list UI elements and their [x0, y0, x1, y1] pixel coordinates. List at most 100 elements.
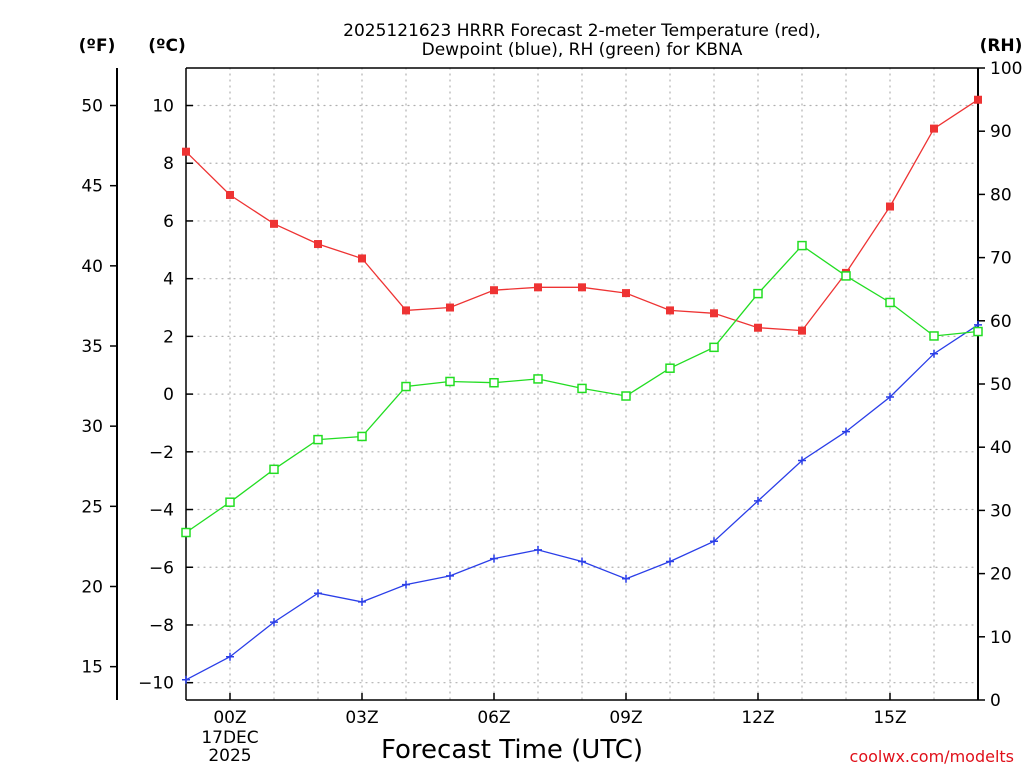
relative-humidity-point — [269, 464, 279, 475]
relative-humidity-point — [973, 326, 983, 337]
data-series — [181, 95, 983, 684]
x-axis-title: Forecast Time (UTC) — [381, 735, 643, 765]
dewpoint-point — [446, 571, 454, 580]
dewpoint-point — [490, 554, 498, 563]
2-meter-temperature-point — [270, 219, 278, 228]
axis-ticks-and-labels: 1086420−2−4−6−8−105045403530252015100908… — [81, 59, 1022, 728]
x-tick-label: 09Z — [609, 708, 642, 728]
dewpoint-point — [754, 496, 762, 505]
2-meter-temperature-point — [182, 147, 190, 156]
relative-humidity-point — [489, 377, 499, 388]
dewpoint-point — [710, 537, 718, 546]
2-meter-temperature-point — [314, 240, 322, 249]
2-meter-temperature-point — [798, 326, 806, 335]
relative-humidity-point — [445, 376, 455, 387]
dewpoint-point — [402, 580, 410, 589]
x-tick-label: 03Z — [345, 708, 378, 728]
celsius-tick-label: 8 — [163, 154, 174, 174]
celsius-tick-label: 2 — [163, 327, 174, 347]
rh-tick-label: 100 — [990, 59, 1022, 79]
relative-humidity-point — [797, 240, 807, 251]
celsius-tick-label: 0 — [163, 385, 174, 405]
celsius-tick-label: 10 — [152, 97, 174, 117]
relative-humidity-point — [225, 497, 235, 507]
celsius-tick-label: 4 — [163, 270, 174, 290]
celsius-unit-label: (ºC) — [148, 36, 186, 56]
x-tick-label: 00Z — [213, 708, 246, 728]
chart-title-line-1: 2025121623 HRRR Forecast 2-meter Tempera… — [343, 21, 821, 41]
2-meter-temperature-point — [402, 306, 410, 315]
rh-tick-label: 20 — [990, 565, 1012, 585]
relative-humidity-point — [709, 342, 719, 353]
2-meter-temperature-point — [666, 306, 674, 315]
rh-tick-label: 40 — [990, 438, 1012, 458]
dewpoint-point — [842, 427, 850, 436]
rh-tick-label: 50 — [990, 375, 1012, 395]
relative-humidity-point — [841, 271, 851, 281]
dewpoint-point — [270, 618, 278, 627]
celsius-tick-label: −2 — [149, 443, 174, 463]
relative-humidity-point — [621, 391, 631, 401]
dewpoint-point — [358, 597, 366, 606]
2-meter-temperature-point — [446, 303, 454, 312]
2-meter-temperature-point — [578, 283, 586, 292]
credit-text: coolwx.com/modelts — [850, 747, 1014, 766]
fahrenheit-unit-label: (ºF) — [79, 36, 116, 56]
relative-humidity-point — [357, 431, 367, 442]
relative-humidity-point — [577, 383, 587, 394]
2-meter-temperature-point — [974, 95, 982, 104]
relative-humidity-point — [181, 527, 191, 538]
fahrenheit-tick-label: 35 — [81, 337, 103, 357]
date-label-line-2: 2025 — [208, 746, 251, 766]
dewpoint-point — [578, 557, 586, 566]
dewpoint-point — [182, 675, 190, 684]
dewpoint-point — [314, 589, 322, 598]
2-meter-temperature-point — [534, 283, 542, 292]
chart-title-line-2: Dewpoint (blue), RH (green) for KBNA — [422, 40, 743, 60]
2-meter-temperature-point — [622, 289, 630, 298]
fahrenheit-tick-label: 20 — [81, 577, 103, 597]
relative-humidity-point — [401, 381, 411, 392]
dewpoint-point — [534, 545, 542, 554]
x-tick-label: 12Z — [741, 708, 774, 728]
relative-humidity-point — [313, 434, 323, 445]
x-tick-label: 06Z — [477, 708, 510, 728]
celsius-tick-label: −6 — [149, 558, 174, 578]
dewpoint-point — [886, 392, 894, 401]
rh-tick-label: 60 — [990, 312, 1012, 332]
fahrenheit-tick-label: 50 — [81, 97, 103, 117]
rh-tick-label: 30 — [990, 501, 1012, 521]
rh-tick-label: 0 — [990, 691, 1001, 711]
fahrenheit-tick-label: 25 — [81, 497, 103, 517]
2-meter-temperature-point — [490, 286, 498, 295]
dewpoint-point — [930, 349, 938, 358]
relative-humidity-point — [929, 331, 939, 341]
dewpoint-point — [226, 652, 234, 661]
2-meter-temperature-point — [358, 254, 366, 263]
fahrenheit-tick-label: 40 — [81, 257, 103, 277]
2-meter-temperature-point — [930, 124, 938, 133]
2-meter-temperature-point — [754, 323, 762, 332]
celsius-tick-label: −10 — [138, 674, 174, 694]
relative-humidity-point — [665, 363, 675, 373]
x-tick-label: 15Z — [873, 708, 906, 728]
celsius-tick-label: −8 — [149, 616, 174, 636]
rh-tick-label: 80 — [990, 185, 1012, 205]
celsius-tick-label: −4 — [149, 501, 174, 521]
gridlines — [185, 67, 979, 701]
rh-tick-label: 90 — [990, 122, 1012, 142]
date-label-line-1: 17DEC — [201, 728, 258, 748]
relative-humidity-point — [753, 288, 763, 299]
dewpoint-point — [666, 557, 674, 566]
fahrenheit-tick-label: 15 — [81, 658, 103, 678]
fahrenheit-tick-label: 45 — [81, 177, 103, 197]
rh-tick-label: 70 — [990, 249, 1012, 269]
dewpoint-point — [798, 456, 806, 465]
celsius-tick-label: 6 — [163, 212, 174, 232]
2-meter-temperature-point — [886, 202, 894, 211]
dewpoint-point — [622, 574, 630, 583]
relative-humidity-point — [533, 374, 543, 384]
fahrenheit-tick-label: 30 — [81, 417, 103, 437]
2-meter-temperature-point — [710, 309, 718, 318]
